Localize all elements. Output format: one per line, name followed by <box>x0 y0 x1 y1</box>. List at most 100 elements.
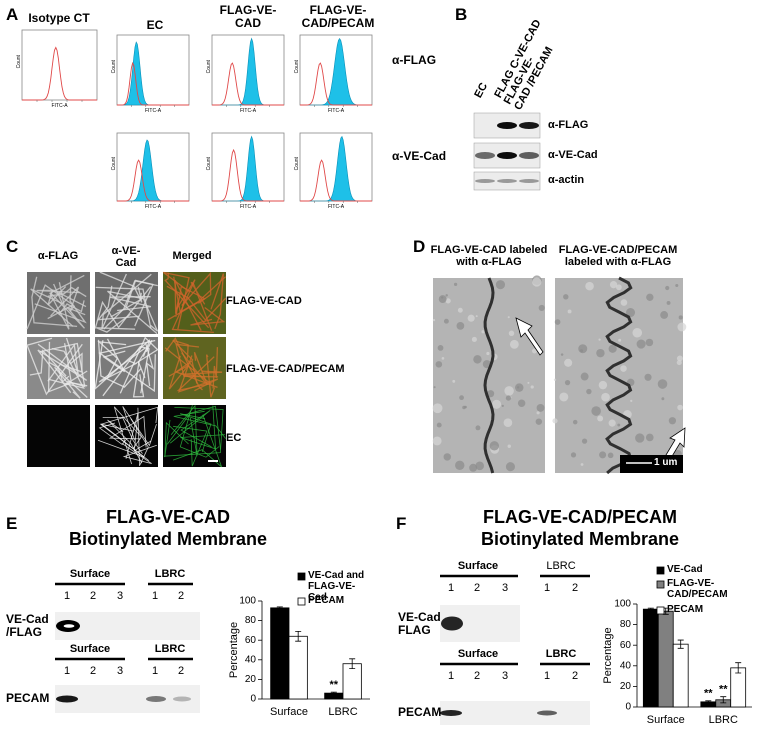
cell-border <box>99 271 143 303</box>
cell-border <box>50 292 86 329</box>
em-texture <box>501 404 504 407</box>
em-texture <box>581 438 588 444</box>
em-texture <box>495 280 506 290</box>
group-label: LBRC <box>154 568 186 580</box>
em-texture <box>636 339 646 349</box>
em-texture <box>452 379 456 383</box>
cell-border <box>166 285 227 322</box>
lane-number: 2 <box>177 665 185 677</box>
cell-border <box>164 419 189 458</box>
em-texture <box>486 351 490 356</box>
cell-border <box>168 355 189 390</box>
cell-border <box>125 279 154 327</box>
em-texture <box>554 319 561 325</box>
error-bar <box>330 691 337 695</box>
em-texture <box>475 315 478 318</box>
cell-border <box>165 337 203 391</box>
y-tick-label: 40 <box>620 660 632 671</box>
em-texture <box>475 425 481 431</box>
cell-border <box>102 416 143 454</box>
column-header: Isotype CT <box>28 11 90 25</box>
em-texture <box>580 463 584 466</box>
arrow <box>515 317 544 356</box>
cell-border <box>47 286 87 298</box>
em-texture <box>616 284 622 291</box>
bar <box>642 608 659 708</box>
em-texture <box>432 403 443 414</box>
cell-border <box>173 276 227 314</box>
em-texture <box>644 373 652 381</box>
axis-label: FITC-A <box>239 108 257 114</box>
row-label: EC <box>226 432 242 444</box>
cell-border <box>39 342 86 388</box>
cell-border <box>181 351 208 386</box>
cell-border <box>132 361 145 398</box>
em-texture <box>620 365 627 372</box>
axis-label: Count <box>110 157 117 171</box>
em-texture <box>645 338 654 347</box>
cell-border <box>26 337 83 396</box>
axis-label: FITC-A <box>51 103 68 109</box>
x-tick-label: Surface <box>270 706 308 718</box>
cell-border <box>98 422 128 445</box>
blot-band <box>475 179 495 183</box>
column-header: Merged <box>172 250 212 262</box>
em-texture <box>597 415 604 422</box>
em-texture <box>443 453 451 461</box>
em-texture <box>564 358 573 367</box>
cell-border <box>173 425 208 467</box>
cell-border <box>96 313 136 333</box>
axis-label: FITC-A <box>144 204 162 210</box>
histogram-outline <box>117 61 189 106</box>
cell-border <box>107 290 158 335</box>
legend-swatch <box>297 572 306 581</box>
cell-border <box>98 339 156 393</box>
cell-border <box>101 273 152 330</box>
histogram-outline <box>117 159 189 202</box>
lane-number: 3 <box>501 670 509 682</box>
em-texture <box>677 322 687 332</box>
bar <box>288 635 308 700</box>
y-axis-label: Percentage <box>602 627 614 683</box>
error-bar <box>276 606 283 610</box>
em-texture <box>570 452 577 458</box>
lane-number: 3 <box>116 665 124 677</box>
blot-band <box>475 152 495 159</box>
em-texture <box>467 314 475 322</box>
em-texture <box>591 406 601 416</box>
cell-border <box>173 410 227 439</box>
row-label: α-FLAG <box>392 53 437 67</box>
lane-number: 1 <box>543 582 551 594</box>
junction <box>605 276 633 475</box>
lane-number: 1 <box>151 590 159 602</box>
blot-band <box>537 710 557 716</box>
row-label: α-VE-Cad <box>548 148 598 161</box>
blot-band <box>497 179 517 183</box>
y-tick-label: 0 <box>250 694 256 705</box>
axis-label: FITC-A <box>327 204 345 210</box>
em-texture <box>676 355 683 362</box>
em-texture <box>437 345 444 351</box>
group-label: Surface <box>457 560 499 572</box>
em-texture <box>445 298 451 304</box>
em-texture <box>492 399 502 409</box>
em-texture <box>552 418 558 424</box>
x-tick-label: LBRC <box>709 714 738 726</box>
lane-number: 1 <box>63 665 71 677</box>
histogram-outline <box>212 148 284 202</box>
cell-border <box>170 404 198 456</box>
em-texture <box>438 295 447 303</box>
em-texture <box>585 281 594 291</box>
row-label: FLAG-VE-CAD/PECAM <box>226 363 345 375</box>
micrograph <box>27 405 90 467</box>
x-tick-label: LBRC <box>328 706 357 718</box>
error-bar <box>705 700 712 704</box>
em-texture <box>657 379 668 389</box>
caption: FLAG-VE-CAD labeled with α-FLAG <box>430 244 548 269</box>
panel-letter: F <box>396 514 407 533</box>
bar <box>270 607 290 700</box>
row-label: α-actin <box>548 174 585 186</box>
error-bar <box>677 639 684 649</box>
em-texture <box>515 383 524 392</box>
em-texture <box>660 311 669 319</box>
